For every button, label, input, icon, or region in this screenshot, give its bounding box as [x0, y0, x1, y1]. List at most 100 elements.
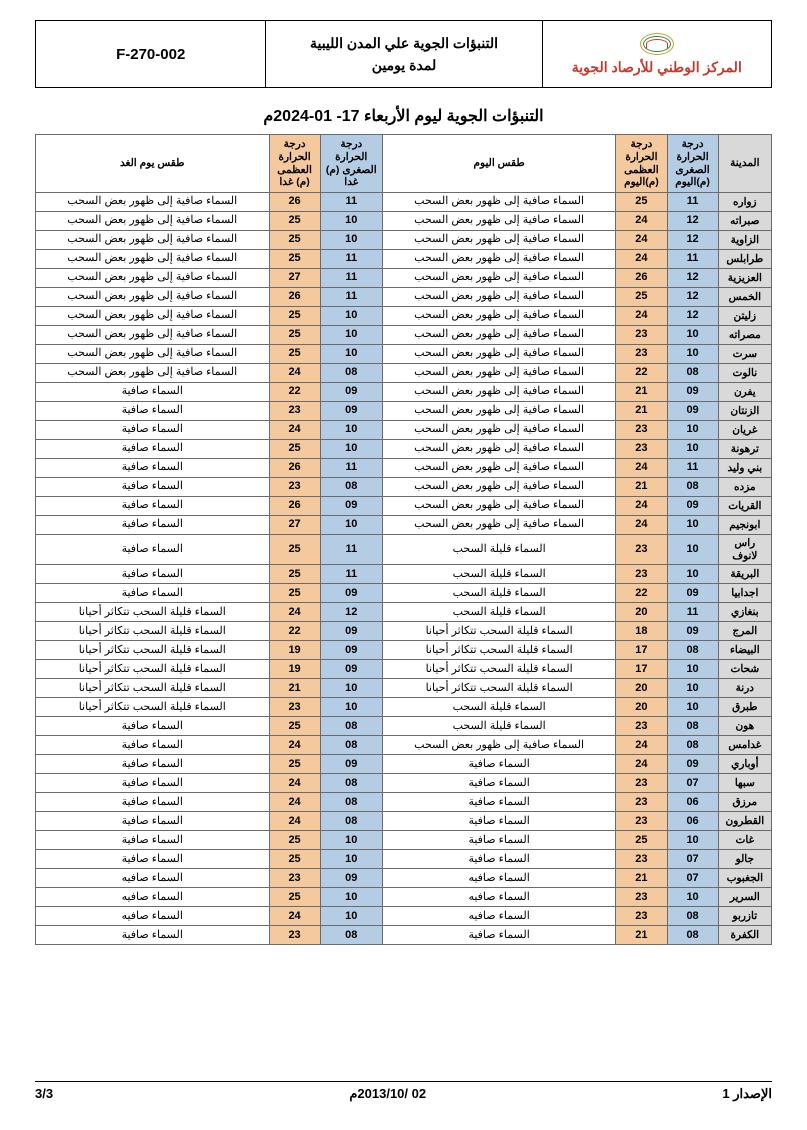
min-today-cell: 09: [667, 584, 718, 603]
table-row: الخمس1225السماء صافية إلى ظهور بعض السحب…: [36, 288, 772, 307]
wx-today-cell: السماء صافية إلى ظهور بعض السحب: [382, 364, 615, 383]
min-today-cell: 11: [667, 459, 718, 478]
footer: الإصدار 1 02 /2013/10م 3/3: [35, 1081, 772, 1102]
max-today-cell: 24: [616, 497, 667, 516]
min-today-cell: 08: [667, 736, 718, 755]
table-row: سبها0723السماء صافية0824السماء صافية: [36, 774, 772, 793]
max-tom-cell: 25: [269, 307, 320, 326]
min-today-cell: 07: [667, 869, 718, 888]
wx-today-cell: السماء صافية: [382, 755, 615, 774]
max-today-cell: 24: [616, 307, 667, 326]
min-tom-cell: 11: [320, 193, 382, 212]
city-cell: طبرق: [718, 698, 771, 717]
table-row: العزيزية1226السماء صافية إلى ظهور بعض ال…: [36, 269, 772, 288]
city-cell: غدامس: [718, 736, 771, 755]
min-today-cell: 11: [667, 250, 718, 269]
wx-today-cell: السماء قليلة السحب تتكاثر أحيانا: [382, 679, 615, 698]
min-today-cell: 12: [667, 212, 718, 231]
max-tom-cell: 24: [269, 736, 320, 755]
min-tom-cell: 11: [320, 535, 382, 565]
min-tom-cell: 09: [320, 497, 382, 516]
city-cell: السرير: [718, 888, 771, 907]
min-tom-cell: 09: [320, 622, 382, 641]
max-tom-cell: 25: [269, 231, 320, 250]
wx-tom-cell: السماء صافية: [36, 440, 270, 459]
max-tom-cell: 22: [269, 383, 320, 402]
min-today-cell: 11: [667, 603, 718, 622]
max-today-cell: 21: [616, 402, 667, 421]
wx-tom-cell: السماء صافية: [36, 565, 270, 584]
wx-tom-cell: السماء صافية إلى ظهور بعض السحب: [36, 231, 270, 250]
min-tom-cell: 10: [320, 421, 382, 440]
max-tom-cell: 22: [269, 622, 320, 641]
max-tom-cell: 25: [269, 831, 320, 850]
table-row: درنة1020السماء قليلة السحب تتكاثر أحيانا…: [36, 679, 772, 698]
max-today-cell: 20: [616, 679, 667, 698]
min-tom-cell: 08: [320, 812, 382, 831]
wx-tom-cell: السماء صافية إلى ظهور بعض السحب: [36, 269, 270, 288]
doc-title-line2: لمدة يومين: [372, 54, 436, 76]
max-tom-cell: 24: [269, 603, 320, 622]
wx-today-cell: السماء صافية إلى ظهور بعض السحب: [382, 193, 615, 212]
max-tom-cell: 23: [269, 402, 320, 421]
city-cell: العزيزية: [718, 269, 771, 288]
city-cell: طرابلس: [718, 250, 771, 269]
form-code: F-270-002: [116, 46, 185, 63]
max-today-cell: 24: [616, 516, 667, 535]
max-tom-cell: 23: [269, 698, 320, 717]
min-tom-cell: 08: [320, 364, 382, 383]
city-cell: مزده: [718, 478, 771, 497]
min-today-cell: 10: [667, 888, 718, 907]
max-tom-cell: 25: [269, 850, 320, 869]
footer-page: 3/3: [35, 1086, 53, 1102]
min-today-cell: 06: [667, 812, 718, 831]
wx-tom-cell: السماء صافية إلى ظهور بعض السحب: [36, 212, 270, 231]
page: المركز الوطني للأرصاد الجوية التنبؤات ال…: [0, 0, 807, 1130]
wx-tom-cell: السماء صافية: [36, 926, 270, 945]
max-today-cell: 22: [616, 364, 667, 383]
table-row: الكفرة0821السماء صافية0823السماء صافية: [36, 926, 772, 945]
max-today-cell: 23: [616, 326, 667, 345]
wx-tom-cell: السماء صافية إلى ظهور بعض السحب: [36, 250, 270, 269]
max-today-cell: 23: [616, 850, 667, 869]
wx-today-cell: السماء صافية إلى ظهور بعض السحب: [382, 478, 615, 497]
table-row: مرزق0623السماء صافية0824السماء صافية: [36, 793, 772, 812]
wx-tom-cell: السماء صافية: [36, 717, 270, 736]
table-row: اجدابيا0922السماء قليلة السحب0925السماء …: [36, 584, 772, 603]
city-cell: الجغبوب: [718, 869, 771, 888]
header-box: المركز الوطني للأرصاد الجوية التنبؤات ال…: [35, 20, 772, 88]
max-tom-cell: 24: [269, 364, 320, 383]
wx-tom-cell: السماء صافية: [36, 831, 270, 850]
wx-tom-cell: السماء صافية إلى ظهور بعض السحب: [36, 288, 270, 307]
min-today-cell: 06: [667, 793, 718, 812]
footer-date: 02 /2013/10م: [349, 1086, 426, 1102]
max-tom-cell: 25: [269, 888, 320, 907]
col-wx-today: طقس اليوم: [382, 135, 615, 193]
min-tom-cell: 10: [320, 516, 382, 535]
wx-today-cell: السماء صافية: [382, 831, 615, 850]
forecast-table: المدينة درجة الحرارة الصغرى (م)اليوم درج…: [35, 134, 772, 945]
table-row: الزنتان0921السماء صافية إلى ظهور بعض الس…: [36, 402, 772, 421]
wx-today-cell: السماء صافية إلى ظهور بعض السحب: [382, 516, 615, 535]
city-cell: البيضاء: [718, 641, 771, 660]
table-row: نالوت0822السماء صافية إلى ظهور بعض السحب…: [36, 364, 772, 383]
city-cell: الزاوية: [718, 231, 771, 250]
min-tom-cell: 10: [320, 907, 382, 926]
city-cell: شحات: [718, 660, 771, 679]
wx-today-cell: السماء صافية إلى ظهور بعض السحب: [382, 326, 615, 345]
min-today-cell: 09: [667, 622, 718, 641]
min-today-cell: 10: [667, 421, 718, 440]
city-cell: مصراته: [718, 326, 771, 345]
min-today-cell: 10: [667, 535, 718, 565]
wx-tom-cell: السماء قليلة السحب تتكاثر أحيانا: [36, 603, 270, 622]
wx-tom-cell: السماء قليلة السحب تتكاثر أحيانا: [36, 698, 270, 717]
wx-today-cell: السماء قليلة السحب: [382, 603, 615, 622]
min-today-cell: 08: [667, 907, 718, 926]
min-today-cell: 12: [667, 269, 718, 288]
wx-tom-cell: السماء صافية: [36, 755, 270, 774]
min-today-cell: 07: [667, 850, 718, 869]
wx-tom-cell: السماء صافية إلى ظهور بعض السحب: [36, 326, 270, 345]
city-cell: سبها: [718, 774, 771, 793]
min-tom-cell: 10: [320, 888, 382, 907]
city-cell: هون: [718, 717, 771, 736]
